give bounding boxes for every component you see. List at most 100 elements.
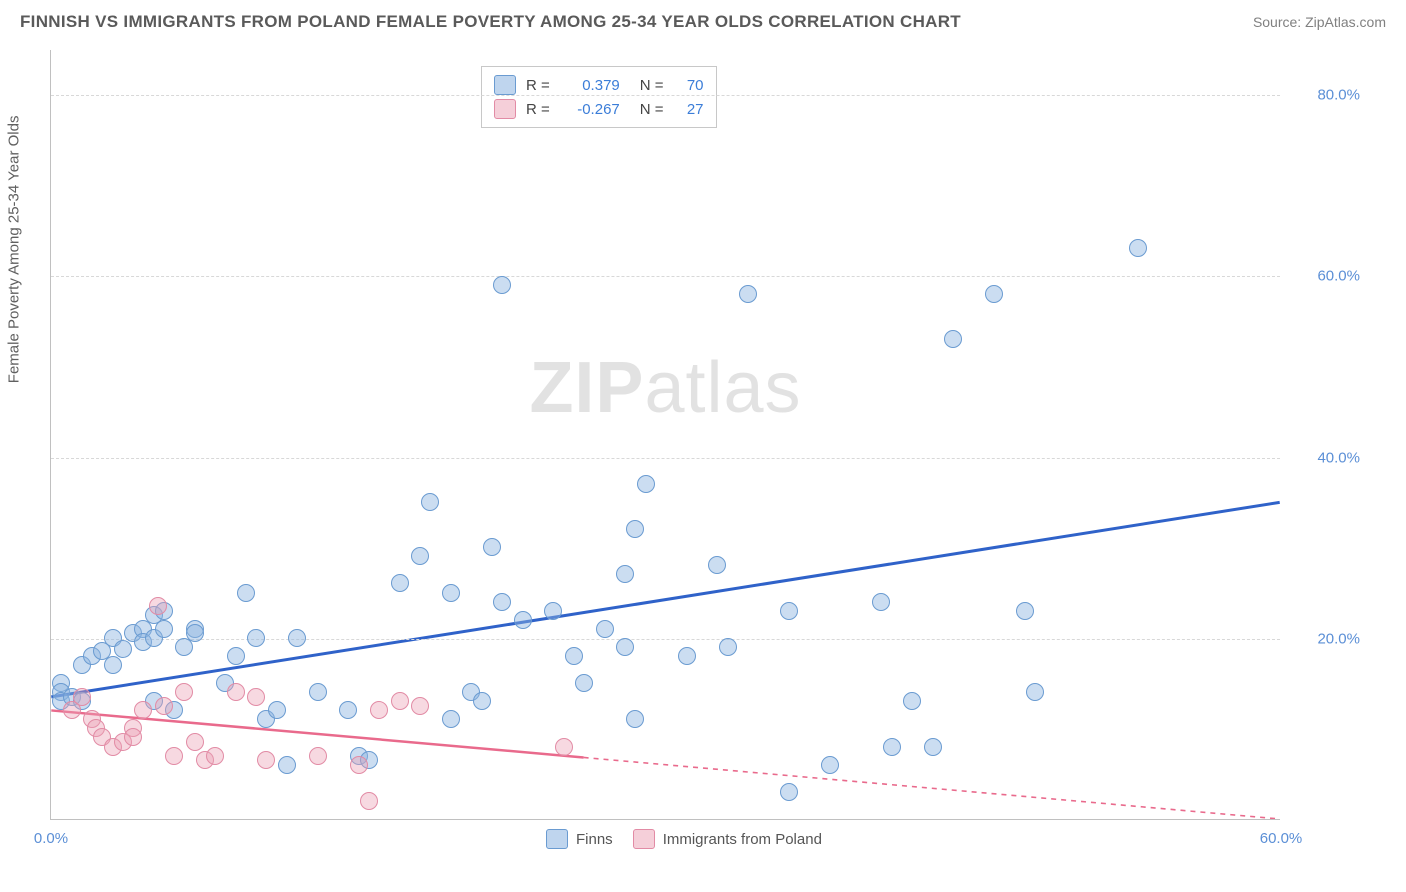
scatter-point	[227, 647, 245, 665]
legend-swatch	[494, 75, 516, 95]
scatter-point	[257, 751, 275, 769]
legend-r-value: -0.267	[560, 101, 620, 118]
y-tick-label: 40.0%	[1290, 449, 1360, 466]
scatter-point	[616, 638, 634, 656]
watermark-atlas: atlas	[644, 348, 801, 428]
plot-area: ZIPatlas R =0.379N =70R =-0.267N =27 Fin…	[50, 50, 1280, 820]
scatter-point	[391, 574, 409, 592]
legend-correlation-row: R = 0.379 N = 70	[494, 73, 704, 97]
scatter-point	[780, 783, 798, 801]
scatter-point	[626, 520, 644, 538]
legend-series-item: Finns	[546, 829, 613, 849]
legend-series-label: Immigrants from Poland	[663, 831, 822, 848]
scatter-point	[903, 692, 921, 710]
scatter-point	[924, 738, 942, 756]
legend-r-label: R =	[526, 101, 550, 118]
scatter-point	[1129, 239, 1147, 257]
scatter-point	[821, 756, 839, 774]
scatter-point	[370, 701, 388, 719]
x-tick-label: 60.0%	[1260, 830, 1303, 847]
scatter-point	[944, 330, 962, 348]
scatter-point	[288, 629, 306, 647]
legend-r-label: R =	[526, 77, 550, 94]
scatter-point	[391, 692, 409, 710]
header: FINNISH VS IMMIGRANTS FROM POLAND FEMALE…	[0, 0, 1406, 40]
scatter-point	[134, 701, 152, 719]
scatter-point	[739, 285, 757, 303]
legend-n-label: N =	[640, 101, 664, 118]
scatter-point	[555, 738, 573, 756]
scatter-point	[719, 638, 737, 656]
scatter-point	[411, 547, 429, 565]
scatter-point	[442, 710, 460, 728]
scatter-point	[708, 556, 726, 574]
legend-n-label: N =	[640, 77, 664, 94]
scatter-point	[421, 493, 439, 511]
legend-series-item: Immigrants from Poland	[633, 829, 822, 849]
scatter-point	[149, 597, 167, 615]
gridline	[51, 458, 1280, 459]
chart-title: FINNISH VS IMMIGRANTS FROM POLAND FEMALE…	[20, 12, 961, 32]
source-label: Source: ZipAtlas.com	[1253, 14, 1386, 30]
scatter-point	[473, 692, 491, 710]
scatter-point	[678, 647, 696, 665]
y-axis-label: Female Poverty Among 25-34 Year Olds	[6, 116, 23, 384]
scatter-point	[268, 701, 286, 719]
scatter-point	[637, 475, 655, 493]
scatter-point	[872, 593, 890, 611]
legend-series-label: Finns	[576, 831, 613, 848]
legend-n-value: 27	[674, 101, 704, 118]
scatter-point	[339, 701, 357, 719]
legend-r-value: 0.379	[560, 77, 620, 94]
scatter-point	[350, 756, 368, 774]
gridline	[51, 95, 1280, 96]
scatter-point	[493, 593, 511, 611]
y-tick-label: 60.0%	[1290, 268, 1360, 285]
legend-swatch	[494, 99, 516, 119]
watermark: ZIPatlas	[529, 347, 801, 429]
y-tick-label: 80.0%	[1290, 87, 1360, 104]
legend-correlation-row: R = -0.267 N = 27	[494, 97, 704, 121]
x-tick-label: 0.0%	[34, 830, 68, 847]
y-tick-label: 20.0%	[1290, 630, 1360, 647]
scatter-point	[309, 747, 327, 765]
scatter-point	[227, 683, 245, 701]
scatter-point	[442, 584, 460, 602]
legend-series: Finns Immigrants from Poland	[546, 829, 822, 849]
scatter-point	[626, 710, 644, 728]
scatter-point	[1026, 683, 1044, 701]
legend-correlation: R = 0.379 N = 70 R = -0.267 N = 27	[481, 66, 717, 128]
scatter-point	[780, 602, 798, 620]
scatter-point	[565, 647, 583, 665]
chart-container: Female Poverty Among 25-34 Year Olds ZIP…	[0, 40, 1406, 870]
scatter-point	[206, 747, 224, 765]
scatter-point	[73, 688, 91, 706]
scatter-point	[596, 620, 614, 638]
scatter-point	[237, 584, 255, 602]
scatter-point	[544, 602, 562, 620]
legend-swatch	[546, 829, 568, 849]
watermark-zip: ZIP	[529, 348, 644, 428]
legend-swatch	[633, 829, 655, 849]
scatter-point	[186, 624, 204, 642]
scatter-point	[309, 683, 327, 701]
scatter-point	[104, 656, 122, 674]
gridline	[51, 276, 1280, 277]
scatter-point	[124, 728, 142, 746]
scatter-point	[186, 733, 204, 751]
scatter-point	[155, 697, 173, 715]
scatter-point	[247, 629, 265, 647]
scatter-point	[360, 792, 378, 810]
scatter-point	[985, 285, 1003, 303]
gridline	[51, 639, 1280, 640]
trend-lines	[51, 50, 1280, 819]
scatter-point	[514, 611, 532, 629]
scatter-point	[247, 688, 265, 706]
scatter-point	[883, 738, 901, 756]
scatter-point	[411, 697, 429, 715]
legend-n-value: 70	[674, 77, 704, 94]
scatter-point	[483, 538, 501, 556]
scatter-point	[175, 683, 193, 701]
scatter-point	[114, 640, 132, 658]
scatter-point	[493, 276, 511, 294]
